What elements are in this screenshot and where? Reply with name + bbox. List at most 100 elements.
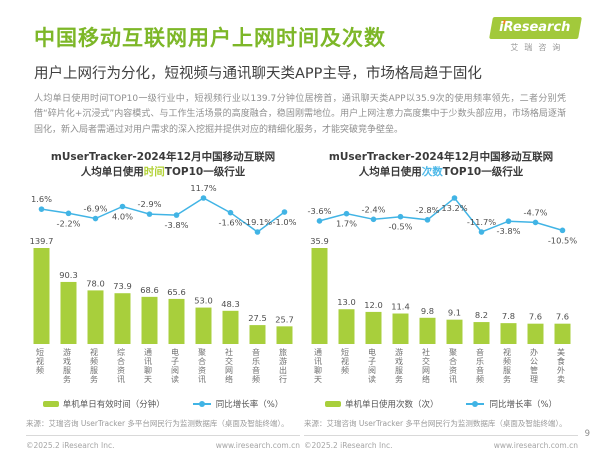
- line-value-label: -6.9%: [83, 204, 107, 214]
- bar-value-label: 12.0: [364, 300, 382, 310]
- line-value-label: -1.6%: [218, 218, 242, 228]
- bar: [527, 323, 544, 345]
- bar: [141, 297, 158, 345]
- category-label: 社交网络: [421, 348, 431, 385]
- chart-usage-time: mUserTracker-2024年12月中国移动互联网 人均单日使用时间TOP…: [26, 150, 300, 410]
- source-note: 来源：艾瑞咨询 UserTracker 多平台网民行为监测数据库（桌面及智能终端…: [26, 418, 300, 437]
- chart-title-line2: 人均单日使用时间TOP10一级行业: [80, 165, 246, 178]
- footer-col-left: 来源：艾瑞咨询 UserTracker 多平台网民行为监测数据库（桌面及智能终端…: [26, 418, 300, 450]
- chart-title: mUserTracker-2024年12月中国移动互联网 人均单日使用次数TOP…: [304, 150, 578, 179]
- category-label: 视频服务: [89, 348, 99, 385]
- bar-value-label: 48.3: [221, 299, 239, 309]
- chart-legend: 单机单日使用次数（次） 同比增长率（%）: [304, 398, 578, 410]
- copyright-text: ©2025.2 iResearch Inc.: [304, 441, 393, 450]
- line-value-label: -3.8%: [496, 226, 520, 236]
- chart-legend: 单机单日有效时间（分钟） 同比增长率（%）: [26, 398, 300, 410]
- line-point: [227, 210, 234, 216]
- chart-usage-count: mUserTracker-2024年12月中国移动互联网 人均单日使用次数TOP…: [304, 150, 578, 410]
- line-value-label: -2.8%: [415, 205, 439, 215]
- bar-value-label: 73.9: [113, 281, 131, 291]
- line-point: [173, 212, 180, 219]
- line-point: [200, 195, 207, 202]
- header: 中国移动互联网用户上网时间及次数 iResearch 艾瑞咨询: [0, 0, 600, 53]
- bar-value-label: 27.5: [248, 313, 266, 323]
- legend-bar-label: 单机单日有效时间（分钟）: [62, 400, 165, 411]
- bar: [33, 248, 50, 345]
- line-value-label: -4.7%: [523, 208, 547, 218]
- chart-title-line2: 人均单日使用次数TOP10一级行业: [358, 165, 524, 178]
- legend-bar-item: 单机单日有效时间（分钟）: [42, 398, 165, 411]
- copyright-text: ©2025.2 iResearch Inc.: [26, 441, 115, 450]
- line-value-label: 11.7%: [190, 183, 216, 193]
- line-point: [92, 215, 99, 222]
- bar: [222, 311, 239, 345]
- bar: [168, 299, 185, 345]
- line-value-label: -2.4%: [361, 205, 385, 215]
- source-note: 来源：艾瑞咨询 UserTracker 多平台网民行为监测数据库（桌面及智能终端…: [304, 418, 578, 437]
- line-value-label: -2.2%: [56, 219, 80, 229]
- bar-value-label: 9.8: [421, 306, 434, 316]
- logo-mark: iResearch: [488, 17, 582, 39]
- bar-value-label: 68.6: [140, 285, 158, 295]
- line-point: [65, 210, 72, 217]
- category-label: 通讯聊天: [313, 348, 323, 385]
- category-label: 聚合资讯: [197, 348, 207, 385]
- line-point: [370, 216, 377, 223]
- line-value-label: -19.1%: [243, 217, 272, 227]
- growth-line: [319, 197, 563, 234]
- category-axis: 通讯聊天 短视频 电子阅读 游戏服务 社交网络 聚合资讯 音乐音频 视频服务 办公管理 美食外卖: [304, 348, 578, 394]
- line-point: [146, 211, 153, 218]
- page-number: 9: [584, 429, 590, 439]
- line-value-label: -3.8%: [164, 220, 188, 230]
- bar-legend-swatch-icon: [42, 401, 59, 408]
- bar-value-label: 11.4: [391, 302, 409, 312]
- legend-line-item: 同比增长率（%）: [192, 398, 284, 411]
- bar: [249, 325, 266, 345]
- line-value-label: -2.9%: [137, 199, 161, 209]
- line-point: [281, 209, 288, 216]
- category-label: 音乐音频: [251, 348, 261, 385]
- chart-title-line1: mUserTracker-2024年12月中国移动互联网: [50, 150, 276, 163]
- category-label: 游戏服务: [394, 348, 404, 385]
- line-point: [532, 219, 539, 226]
- footer-col-right: 来源：艾瑞咨询 UserTracker 多平台网民行为监测数据库（桌面及智能终端…: [304, 418, 578, 450]
- chart-title-line1: mUserTracker-2024年12月中国移动互联网: [328, 150, 554, 163]
- legend-line-label: 同比增长率（%）: [215, 400, 284, 411]
- body-paragraph: 人均单日使用时间TOP10一级行业中，短视频行业以139.7分钟位居榜首，通讯聊…: [34, 94, 566, 135]
- bar: [500, 323, 517, 345]
- chart-plot: 35.9 13.0 12.0 11.4 9.8 9.1 8.2 7.8 7.6 7.6 -3.6% 1…: [307, 195, 577, 345]
- website-text: www.iresearch.com.cn: [493, 441, 578, 450]
- logo-brand-text: iResearch: [498, 20, 571, 35]
- bar-value-label: 78.0: [86, 279, 104, 289]
- category-label: 电子阅读: [367, 348, 377, 385]
- bar: [473, 322, 490, 345]
- bar-value-label: 7.6: [529, 312, 542, 322]
- bar-value-label: 7.6: [556, 312, 569, 322]
- category-label: 短视频: [340, 348, 350, 376]
- line-point: [343, 211, 350, 217]
- line-value-label: 13.2%: [441, 203, 467, 213]
- line-value-label: -11.7%: [467, 217, 496, 227]
- category-label: 短视频: [35, 348, 45, 376]
- bar-value-label: 139.7: [30, 236, 54, 246]
- legend-bar-item: 单机单日使用次数（次）: [324, 398, 438, 410]
- line-value-label: -3.6%: [307, 206, 331, 216]
- line-point: [254, 229, 261, 236]
- category-axis: 短视频 游戏服务 视频服务 综合资讯 通讯聊天 电子阅读 聚合资讯 社交网络 音乐音频 旅游出行: [26, 348, 300, 394]
- bar: [311, 248, 328, 345]
- line-point: [505, 218, 512, 225]
- line-point: [38, 206, 45, 213]
- line-value-label: -0.5%: [388, 222, 412, 232]
- logo-brand-cn: 艾瑞咨询: [510, 43, 567, 52]
- bar-value-label: 7.8: [502, 311, 515, 321]
- line-value-label: -10.5%: [548, 236, 577, 246]
- line-value-label: -1.0%: [272, 217, 296, 227]
- bar: [87, 290, 104, 345]
- category-label: 办公管理: [529, 348, 539, 385]
- legend-line-item: 同比增长率（%）: [466, 398, 557, 410]
- line-point: [119, 203, 126, 210]
- line-legend-swatch-icon: [466, 401, 485, 408]
- bar: [392, 313, 409, 345]
- charts-row: mUserTracker-2024年12月中国移动互联网 人均单日使用时间TOP…: [0, 138, 600, 410]
- line-point: [451, 195, 458, 202]
